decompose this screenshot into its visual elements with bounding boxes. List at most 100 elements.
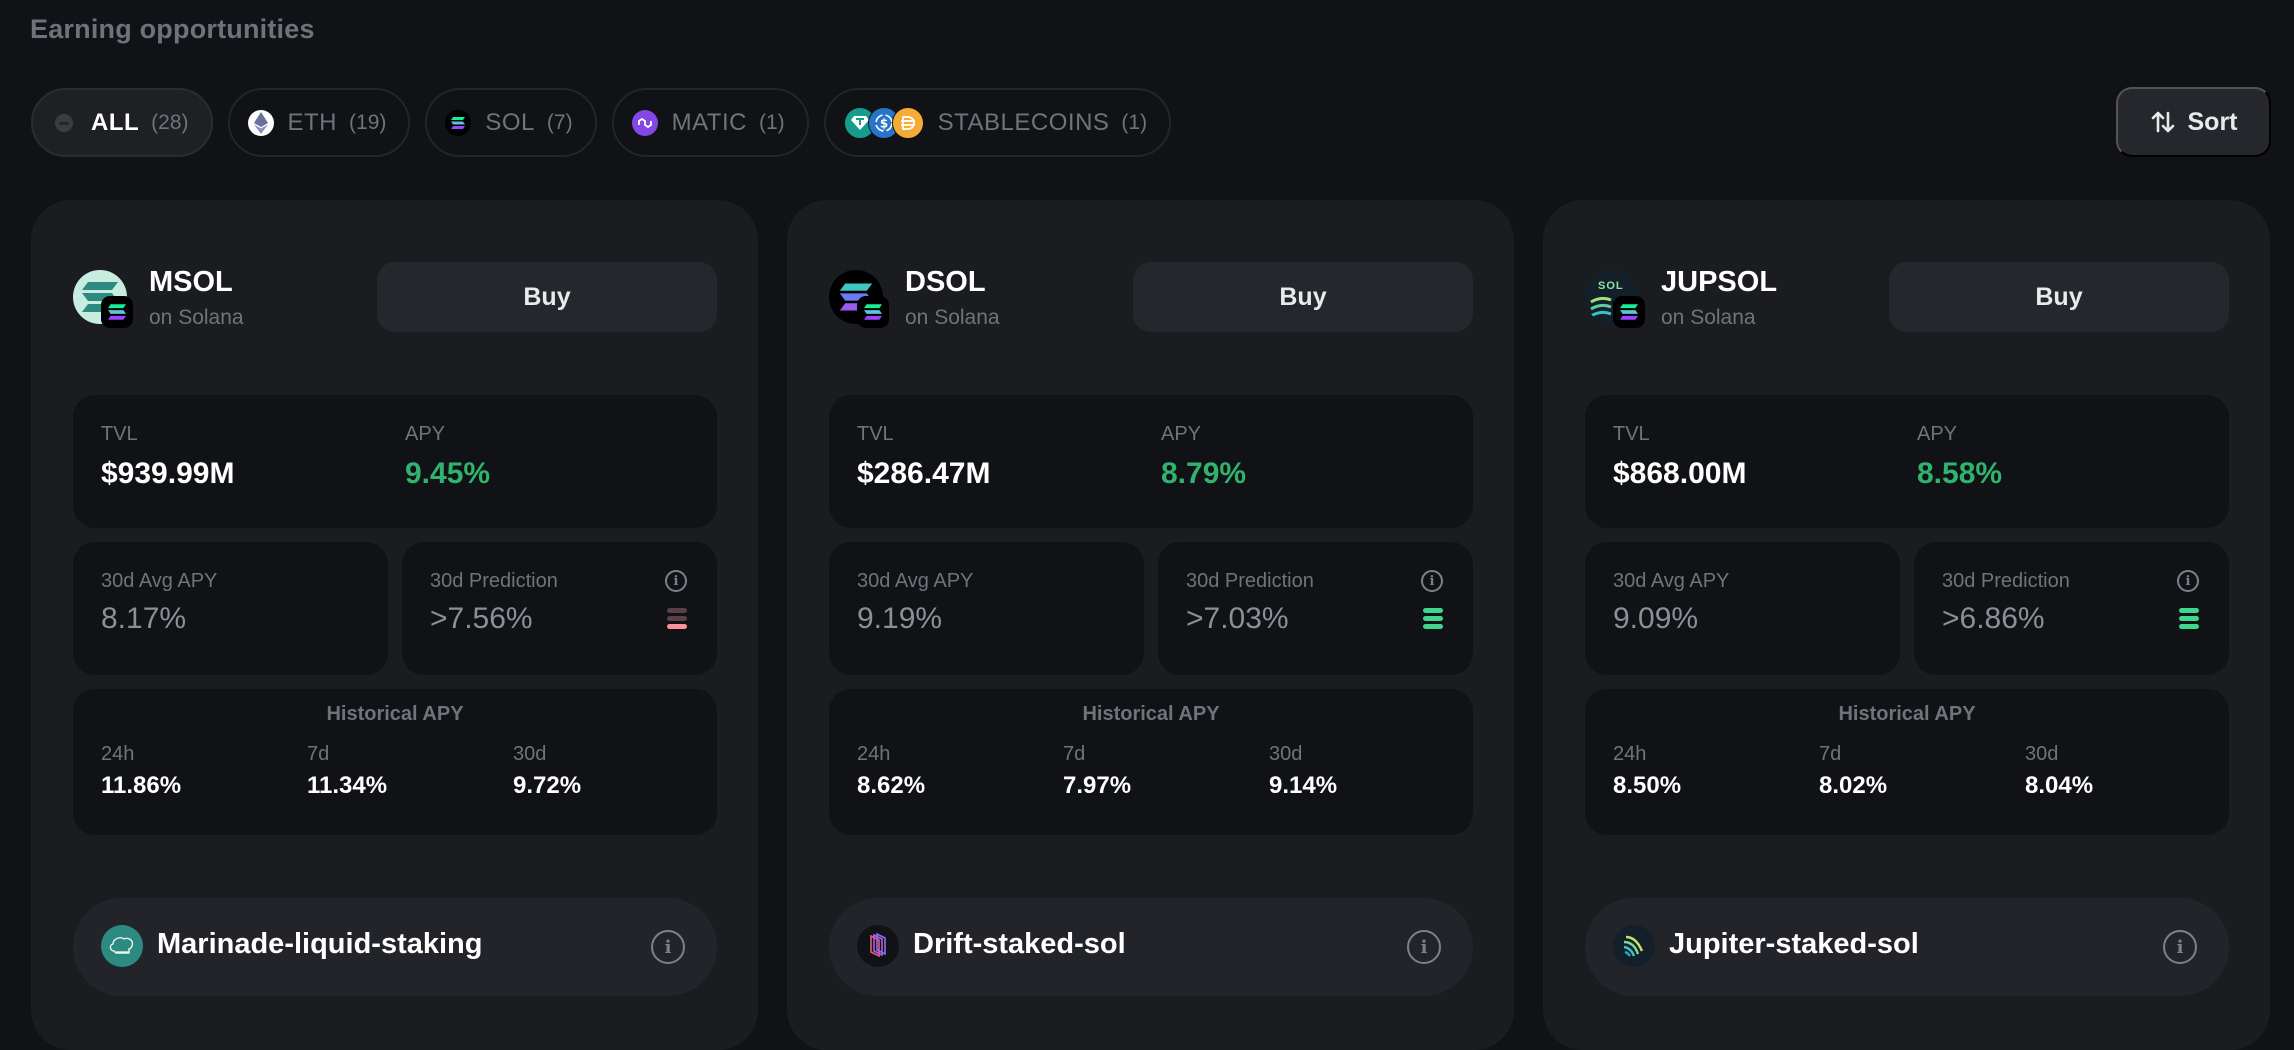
- prediction-panel: 30d Prediction >7.03% i: [1158, 542, 1473, 675]
- sort-button[interactable]: Sort: [2116, 87, 2271, 157]
- info-icon[interactable]: i: [1407, 930, 1441, 964]
- solana-icon: [445, 109, 472, 136]
- filter-chip-stablecoins[interactable]: $ STABLECOINS (1): [823, 88, 1172, 157]
- dai-icon: [891, 106, 924, 139]
- info-icon[interactable]: i: [1421, 570, 1443, 592]
- prediction-level-bar: [2179, 616, 2199, 621]
- filter-label: MATIC: [671, 108, 747, 136]
- opportunity-card: DSOL on Solana Buy TVL $286.47M APY 8.79…: [787, 200, 1514, 1050]
- hist-period: 30d: [513, 743, 547, 765]
- provider-row[interactable]: Marinade-liquid-staking i: [73, 898, 717, 996]
- hist-value: 11.34%: [307, 772, 388, 799]
- prediction-level-bar: [667, 624, 687, 629]
- hist-period: 30d: [1269, 743, 1303, 765]
- apy-label: APY: [405, 423, 446, 445]
- prediction-level-bar: [667, 608, 687, 613]
- prediction-value: >7.56%: [430, 602, 533, 635]
- avg-apy-label: 30d Avg APY: [101, 570, 218, 592]
- apy-value: 9.45%: [405, 457, 491, 490]
- provider-name: Drift-staked-sol: [913, 928, 1126, 960]
- info-icon[interactable]: i: [665, 570, 687, 592]
- info-icon[interactable]: i: [2163, 930, 2197, 964]
- filter-chip-eth[interactable]: ETH (19): [227, 88, 411, 157]
- prediction-level-bar: [2179, 624, 2199, 629]
- hist-value: 8.50%: [1613, 772, 1682, 799]
- provider-row[interactable]: Drift-staked-sol i: [829, 898, 1473, 996]
- stablecoins-icon: $: [843, 106, 924, 139]
- prediction-level-bar: [1423, 608, 1443, 613]
- solana-chain-icon: [1613, 296, 1645, 328]
- historical-apy-title: Historical APY: [326, 703, 464, 725]
- hist-value: 9.14%: [1269, 772, 1338, 799]
- tvl-label: TVL: [1613, 423, 1650, 445]
- prediction-label: 30d Prediction: [1186, 570, 1314, 592]
- token-chain: on Solana: [1661, 306, 1756, 329]
- filter-count: (19): [349, 110, 387, 134]
- prediction-label: 30d Prediction: [1942, 570, 2070, 592]
- sort-label: Sort: [2187, 107, 2238, 136]
- hist-value: 11.86%: [101, 772, 182, 799]
- opportunity-card: MSOL on Solana Buy TVL $939.99M APY 9.45…: [31, 200, 758, 1050]
- apy-label: APY: [1917, 423, 1958, 445]
- filter-count: (1): [758, 110, 785, 134]
- prediction-level-bar: [1423, 624, 1443, 629]
- historical-apy-title: Historical APY: [1082, 703, 1220, 725]
- prediction-level-icon: [1423, 608, 1443, 632]
- hist-value: 8.04%: [2025, 772, 2094, 799]
- svg-text:$: $: [879, 116, 887, 130]
- hist-value: 8.62%: [857, 772, 926, 799]
- jupsol-logo-text: SOL: [1598, 280, 1624, 292]
- provider-name: Marinade-liquid-staking: [157, 928, 483, 960]
- provider-name: Jupiter-staked-sol: [1669, 928, 1919, 960]
- drift-logo-icon: [857, 925, 899, 967]
- filter-count: (28): [151, 110, 189, 134]
- prediction-label: 30d Prediction: [430, 570, 558, 592]
- tvl-value: $868.00M: [1613, 457, 1747, 490]
- info-icon[interactable]: i: [2177, 570, 2199, 592]
- hist-value: 8.02%: [1819, 772, 1888, 799]
- filter-label: STABLECOINS: [937, 108, 1110, 136]
- prediction-level-bar: [2179, 608, 2199, 613]
- buy-button[interactable]: Buy: [1889, 262, 2229, 332]
- hist-period: 7d: [1819, 743, 1842, 765]
- filter-chip-sol[interactable]: SOL (7): [425, 88, 597, 157]
- historical-apy-panel: Historical APY 24h 8.62% 7d 7.97% 30d 9.14%: [829, 689, 1473, 835]
- info-icon[interactable]: i: [651, 930, 685, 964]
- historical-apy-title: Historical APY: [1838, 703, 1976, 725]
- token-chain: on Solana: [149, 306, 244, 329]
- tvl-apy-panel: TVL $868.00M APY 8.58%: [1585, 395, 2229, 528]
- hist-period: 24h: [857, 743, 891, 765]
- historical-apy-panel: Historical APY 24h 8.50% 7d 8.02% 30d 8.04%: [1585, 689, 2229, 835]
- avg-apy-value: 8.17%: [101, 602, 187, 635]
- avg-apy-value: 9.19%: [857, 602, 943, 635]
- filter-label: ETH: [287, 108, 338, 136]
- prediction-value: >7.03%: [1186, 602, 1289, 635]
- jupiter-logo-icon: [1613, 925, 1655, 967]
- token-name: DSOL: [905, 266, 986, 298]
- avg-apy-label: 30d Avg APY: [857, 570, 974, 592]
- hist-period: 24h: [101, 743, 135, 765]
- hist-period: 7d: [1063, 743, 1086, 765]
- prediction-level-icon: [2179, 608, 2199, 632]
- hist-value: 9.72%: [513, 772, 582, 799]
- apy-label: APY: [1161, 423, 1202, 445]
- sort-arrows-icon: [2151, 111, 2174, 133]
- buy-button[interactable]: Buy: [1133, 262, 1473, 332]
- avg-apy-panel: 30d Avg APY 8.17%: [73, 542, 388, 675]
- filter-chip-matic[interactable]: MATIC (1): [611, 88, 809, 157]
- tvl-apy-panel: TVL $286.47M APY 8.79%: [829, 395, 1473, 528]
- filter-chip-all[interactable]: ALL (28): [31, 88, 213, 157]
- tvl-label: TVL: [857, 423, 894, 445]
- avg-apy-value: 9.09%: [1613, 602, 1699, 635]
- avg-apy-panel: 30d Avg APY 9.19%: [829, 542, 1144, 675]
- buy-button[interactable]: Buy: [377, 262, 717, 332]
- prediction-level-bar: [667, 616, 687, 621]
- prediction-value: >6.86%: [1942, 602, 2045, 635]
- token-chain: on Solana: [905, 306, 1000, 329]
- hist-period: 24h: [1613, 743, 1647, 765]
- marinade-chef-hat-icon: [101, 925, 143, 967]
- hist-period: 7d: [307, 743, 330, 765]
- provider-row[interactable]: Jupiter-staked-sol i: [1585, 898, 2229, 996]
- solana-chain-icon: [857, 296, 889, 328]
- hist-period: 30d: [2025, 743, 2059, 765]
